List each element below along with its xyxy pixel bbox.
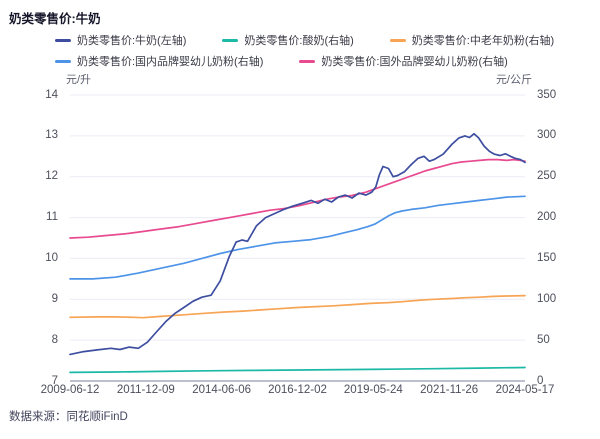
- x-axis-tick: 2009-06-12: [40, 384, 100, 396]
- legend-item-label: 奶类零售价:国内品牌婴幼儿奶粉(右轴): [77, 56, 264, 68]
- legend-item[interactable]: 奶类零售价:国外品牌婴幼儿奶粉(右轴): [299, 53, 508, 69]
- legend-item-label: 奶类零售价:中老年奶粉(右轴): [411, 35, 555, 47]
- right-axis-tick: 150: [537, 251, 557, 264]
- left-axis-unit: 元/升: [66, 74, 92, 86]
- page-title: 奶类零售价:牛奶: [9, 12, 101, 26]
- right-axis-tick: 250: [537, 170, 557, 183]
- right-axis-tick: 200: [537, 211, 557, 224]
- x-axis-tick: 2021-11-26: [420, 384, 479, 396]
- legend-item[interactable]: 奶类零售价:牛奶(左轴): [55, 32, 186, 48]
- left-axis-tick: 9: [51, 292, 58, 305]
- x-axis-tick: 2016-12-02: [268, 384, 327, 396]
- series-line-2[interactable]: [69, 195, 526, 280]
- left-axis-tick: 7: [51, 374, 58, 387]
- x-axis-tick: 2019-05-24: [343, 384, 403, 396]
- left-axis-tick: 11: [46, 211, 58, 224]
- right-axis-tick: 50: [537, 333, 550, 346]
- legend-item-label: 奶类零售价:牛奶(左轴): [77, 35, 187, 47]
- legend-dash-icon: [389, 38, 406, 42]
- left-axis-tick: 12: [45, 170, 58, 183]
- legend-dash-icon: [299, 59, 316, 63]
- legend-item[interactable]: 奶类零售价:国内品牌婴幼儿奶粉(右轴): [55, 53, 263, 69]
- left-axis-tick: 13: [45, 129, 58, 142]
- legend-item-label: 奶类零售价:国外品牌婴幼儿奶粉(右轴): [321, 56, 508, 68]
- legend-dash-icon: [55, 59, 71, 63]
- legend-item[interactable]: 奶类零售价:中老年奶粉(右轴): [389, 32, 555, 48]
- legend-row-1: 奶类零售价:牛奶(左轴) 奶类零售价:酸奶(右轴) 奶类零售价:中老年奶粉(右轴): [55, 32, 555, 48]
- legend-row-2: 奶类零售价:国内品牌婴幼儿奶粉(右轴) 奶类零售价:国外品牌婴幼儿奶粉(右轴): [55, 53, 555, 69]
- legend-item-label: 奶类零售价:酸奶(右轴): [244, 35, 354, 47]
- x-axis-tick: 2014-06-06: [192, 384, 252, 396]
- legend-dash-icon: [222, 38, 239, 42]
- x-axis-tick: 2024-05-17: [495, 384, 555, 396]
- data-source-note: 数据来源：同花顺iFinD: [9, 411, 128, 423]
- right-axis-tick: 350: [537, 88, 557, 101]
- series-line-1[interactable]: [69, 294, 526, 319]
- left-axis-tick: 14: [45, 88, 58, 101]
- right-axis-unit: 元/公斤: [495, 74, 532, 86]
- series-line-4[interactable]: [69, 132, 526, 356]
- x-axis-tick: 2011-12-09: [116, 384, 175, 396]
- right-axis-tick: 0: [537, 374, 544, 387]
- series-line-3[interactable]: [69, 158, 526, 239]
- left-axis-tick: 10: [45, 251, 58, 264]
- right-axis-tick: 100: [537, 292, 557, 305]
- series-line-0[interactable]: [69, 366, 526, 374]
- legend-item[interactable]: 奶类零售价:酸奶(右轴): [222, 32, 354, 48]
- chart-legend: 奶类零售价:牛奶(左轴) 奶类零售价:酸奶(右轴) 奶类零售价:中老年奶粉(右轴) …: [55, 32, 555, 69]
- right-axis-tick: 300: [537, 129, 557, 142]
- legend-dash-icon: [55, 38, 71, 42]
- left-axis-tick: 8: [51, 333, 58, 346]
